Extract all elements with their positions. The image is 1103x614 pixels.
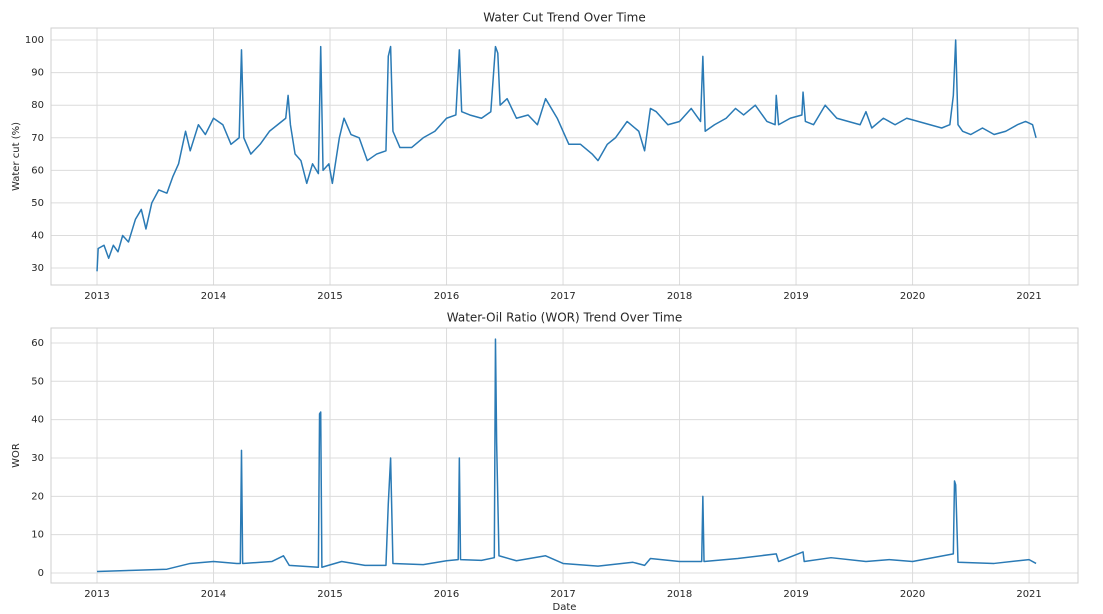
y-tick-label: 100	[25, 35, 44, 46]
x-tick-label: 2013	[84, 291, 109, 302]
x-tick-label: 2015	[317, 291, 342, 302]
y-tick-label: 60	[31, 165, 44, 176]
y-tick-label: 20	[31, 491, 44, 502]
x-tick-label: 2016	[434, 291, 459, 302]
data-line	[96, 39, 1037, 272]
x-tick-label: 2016	[434, 589, 459, 600]
y-axis-label: Water cut (%)	[11, 122, 22, 191]
x-tick-label: 2021	[1016, 589, 1041, 600]
y-tick-label: 70	[31, 133, 44, 144]
chart-title: Water-Oil Ratio (WOR) Trend Over Time	[447, 311, 682, 325]
x-tick-label: 2017	[550, 291, 575, 302]
y-tick-label: 60	[31, 338, 44, 349]
y-tick-label: 50	[31, 198, 44, 209]
x-tick-label: 2018	[667, 291, 692, 302]
x-tick-label: 2020	[900, 291, 925, 302]
y-tick-label: 80	[31, 100, 44, 111]
x-tick-label: 2017	[550, 589, 575, 600]
y-tick-label: 30	[31, 263, 44, 274]
data-line	[96, 338, 1037, 573]
x-tick-label: 2021	[1016, 291, 1041, 302]
x-tick-label: 2018	[667, 589, 692, 600]
y-axis-label: WOR	[11, 443, 22, 468]
y-tick-label: 0	[38, 568, 44, 579]
x-tick-label: 2019	[783, 589, 808, 600]
y-tick-label: 50	[31, 376, 44, 387]
x-tick-label: 2013	[84, 589, 109, 600]
plot-frame	[50, 327, 1079, 584]
x-tick-label: 2020	[900, 589, 925, 600]
chart-title: Water Cut Trend Over Time	[483, 11, 646, 25]
x-tick-label: 2019	[783, 291, 808, 302]
y-tick-label: 40	[31, 415, 44, 426]
y-tick-label: 10	[31, 530, 44, 541]
x-axis-label: Date	[553, 602, 577, 613]
x-tick-label: 2014	[201, 589, 226, 600]
plot-frame	[50, 27, 1079, 286]
y-tick-label: 40	[31, 230, 44, 241]
y-tick-label: 30	[31, 453, 44, 464]
x-tick-label: 2015	[317, 589, 342, 600]
y-tick-label: 90	[31, 68, 44, 79]
x-tick-label: 2014	[201, 291, 226, 302]
